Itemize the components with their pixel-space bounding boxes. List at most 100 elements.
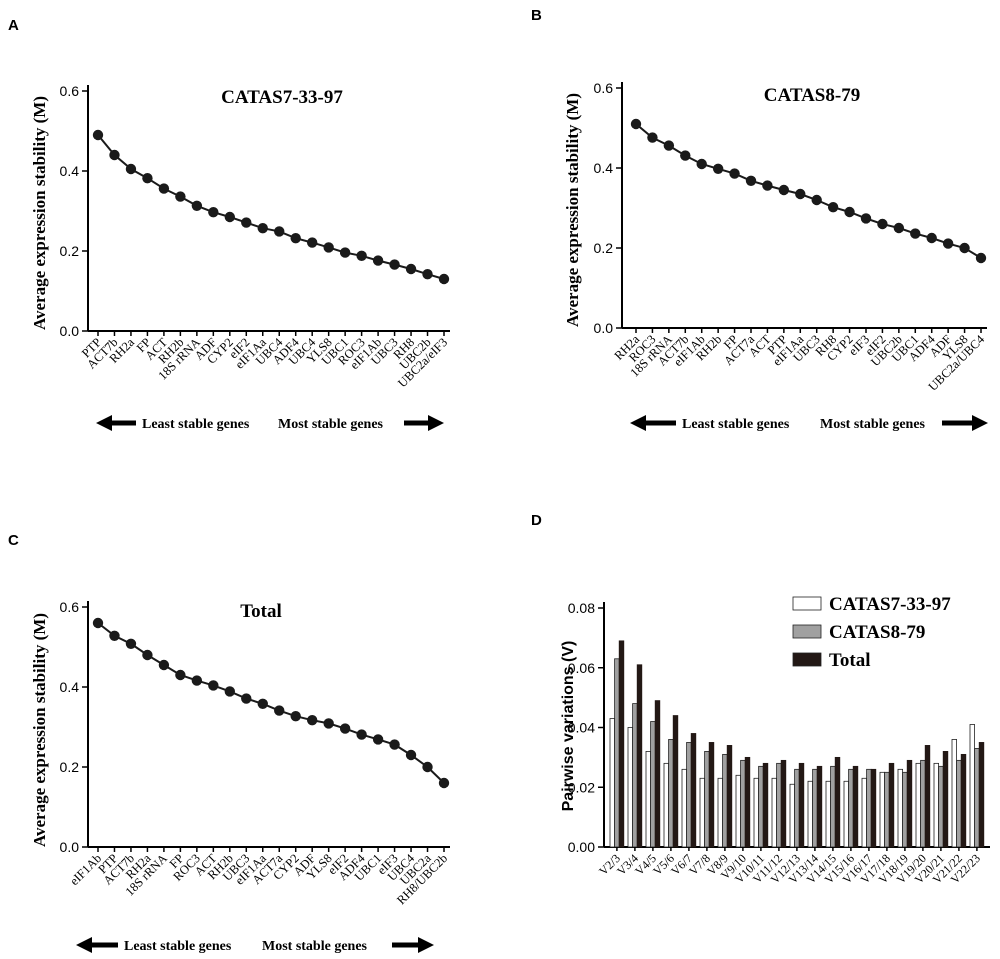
data-point	[877, 218, 888, 230]
data-point	[290, 233, 301, 244]
data-point	[975, 252, 987, 264]
y-tick-label: 0.08	[568, 600, 595, 616]
data-point	[712, 163, 724, 174]
data-point	[696, 158, 707, 170]
least-stable-arrow-head	[630, 415, 646, 431]
y-tick-label: 0.4	[594, 160, 614, 176]
data-point	[339, 723, 351, 734]
data-point	[274, 226, 285, 237]
bar-1	[951, 739, 957, 848]
bar-2	[650, 721, 656, 848]
bar-2	[866, 768, 872, 848]
data-point	[142, 649, 153, 661]
data-point	[811, 194, 822, 206]
chart-title: CATAS8-79	[764, 85, 860, 106]
bar-1	[645, 751, 651, 848]
bar-1	[663, 762, 669, 848]
data-point	[274, 705, 285, 716]
data-point	[926, 232, 937, 244]
y-tick-label: 0.0	[60, 323, 80, 339]
bar-2	[830, 765, 836, 848]
legend-label: CATAS7-33-97	[829, 594, 951, 615]
bar-1	[735, 774, 741, 848]
data-point	[109, 630, 120, 641]
bar-2	[704, 751, 710, 848]
panel-letter-b: B	[531, 7, 542, 24]
y-tick-label: 0.4	[60, 679, 80, 695]
bar-1	[969, 724, 975, 848]
series-line	[97, 134, 445, 280]
data-point	[158, 659, 170, 671]
bar-3	[942, 751, 949, 848]
data-point	[389, 259, 400, 270]
bar-2	[884, 771, 890, 848]
bar-3	[924, 745, 931, 848]
data-point	[208, 207, 219, 218]
bar-3	[726, 745, 733, 848]
bar-3	[978, 742, 985, 848]
y-axis-label: Average expression stability (M)	[563, 93, 582, 327]
least-stable-arrow	[630, 415, 676, 431]
y-axis-label: Pairwise variations (V)	[560, 641, 577, 812]
data-point	[125, 163, 137, 175]
bar-2	[956, 759, 962, 848]
bar-3	[798, 762, 805, 848]
data-point	[959, 242, 970, 254]
data-point	[630, 118, 642, 130]
bar-3	[816, 765, 823, 848]
bar-3	[960, 753, 967, 848]
y-tick-label: 0.6	[60, 599, 80, 615]
data-point	[92, 129, 104, 141]
bar-3	[618, 640, 625, 848]
data-point	[125, 638, 137, 649]
most-stable-arrow	[392, 937, 434, 953]
chart-title: Total	[240, 601, 282, 622]
data-point	[323, 242, 334, 253]
data-point	[224, 686, 236, 697]
y-axis-label: Average expression stability (M)	[30, 613, 49, 847]
data-point	[191, 675, 203, 686]
bar-1	[879, 771, 885, 848]
y-tick-label: 0.04	[568, 720, 595, 736]
bar-3	[906, 759, 913, 848]
most-stable-arrow-head	[428, 415, 444, 431]
data-point	[109, 149, 120, 161]
data-point	[778, 184, 790, 196]
bar-1	[789, 783, 795, 848]
most-stable-label: Most stable genes	[278, 417, 384, 432]
data-point	[422, 761, 433, 773]
bar-3	[834, 756, 841, 848]
bar-3	[888, 762, 895, 848]
most-stable-label: Most stable genes	[820, 417, 926, 432]
least-stable-arrow-head	[96, 415, 112, 431]
bar-1	[717, 777, 723, 848]
data-point	[208, 680, 219, 691]
chart-d: 0.000.020.040.060.08V2/3V3/4V4/5V5/6V6/7…	[560, 594, 990, 887]
data-point	[257, 698, 268, 709]
bar-1	[807, 780, 813, 848]
data-point	[142, 173, 153, 184]
legend: CATAS7-33-97 CATAS8-79 Total	[792, 594, 951, 671]
chart-title: CATAS7-33-97	[221, 87, 343, 108]
data-point	[224, 211, 236, 223]
data-point	[158, 183, 170, 194]
bar-2	[848, 768, 854, 848]
data-point	[438, 777, 450, 789]
least-stable-arrow	[76, 937, 118, 953]
data-point	[372, 255, 384, 266]
y-tick-label: 0.4	[60, 163, 80, 179]
data-point	[356, 250, 367, 261]
data-point	[405, 263, 417, 275]
bar-3	[780, 759, 787, 848]
y-tick-label: 0.06	[568, 660, 595, 676]
bar-3	[690, 733, 697, 848]
data-point	[241, 693, 252, 704]
bar-1	[843, 780, 849, 848]
bar-2	[758, 765, 764, 848]
bar-3	[744, 756, 751, 848]
data-point	[729, 168, 740, 179]
bar-3	[654, 700, 661, 848]
